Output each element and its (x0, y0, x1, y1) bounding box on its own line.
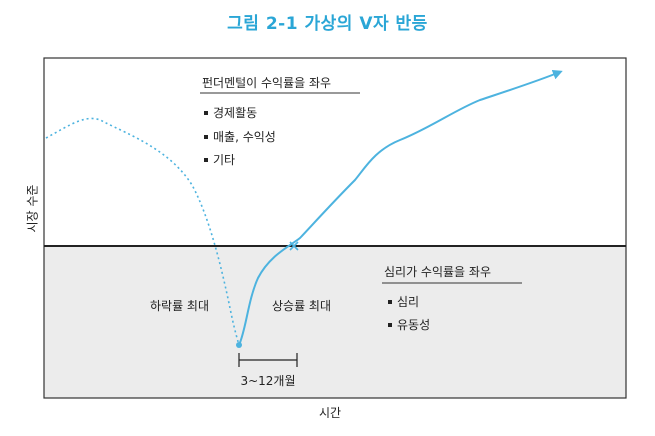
rise-label: 상승률 최대 (272, 299, 331, 313)
x-axis-label: 시간 (318, 406, 342, 420)
sentiment-region (44, 246, 626, 398)
trough-point (236, 342, 242, 348)
crossing-marker (289, 241, 299, 251)
figure-title: 그림 2-1 가상의 V자 반등 (227, 14, 428, 34)
period-label: 3~12개월 (240, 374, 295, 388)
rise-curve (238, 69, 563, 346)
upper-heading: 펀더멘털이 수익률을 좌우 (202, 76, 331, 90)
upper-item: 경제활동 (213, 106, 257, 120)
lower-item: 심리 (397, 295, 419, 309)
bullet (388, 323, 392, 327)
decline-label: 하락률 최대 (150, 299, 209, 313)
bullet (204, 158, 208, 162)
upper-item: 기타 (213, 153, 235, 167)
bullet (204, 135, 208, 139)
decline-curve (45, 117, 240, 346)
bullet (204, 111, 208, 115)
plot-frame (43, 57, 627, 399)
upper-item: 매출, 수익성 (213, 130, 276, 144)
bullet (388, 300, 392, 304)
lower-item: 유동성 (397, 318, 430, 332)
lower-heading: 심리가 수익률을 좌우 (384, 265, 491, 279)
